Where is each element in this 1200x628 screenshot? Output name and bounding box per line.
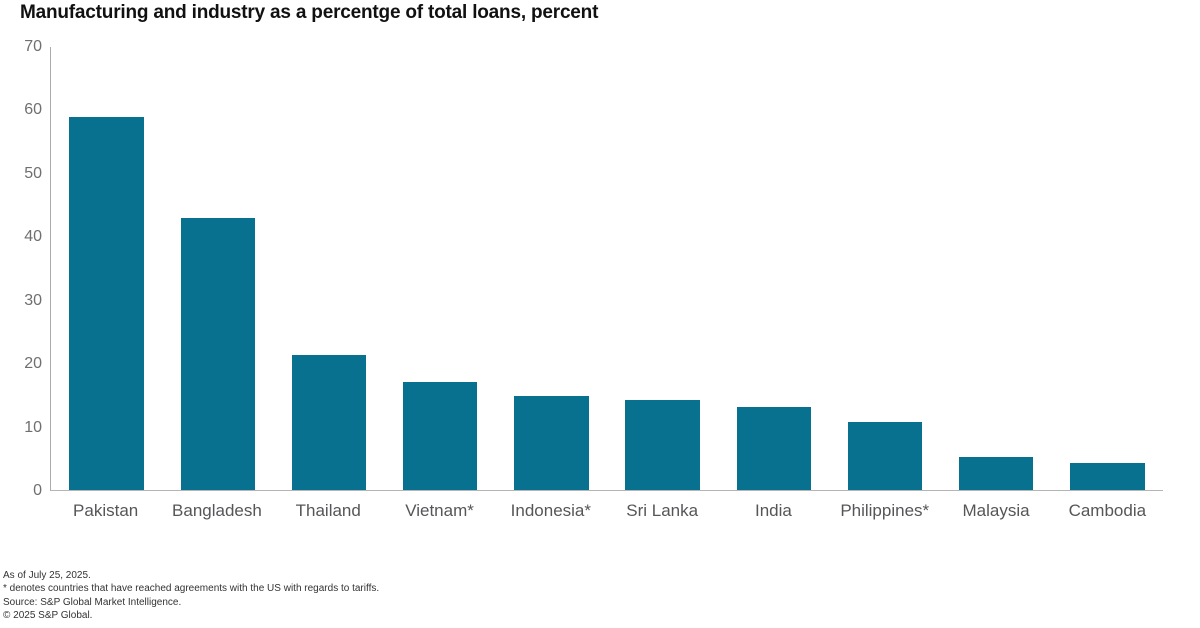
bar-pakistan <box>69 116 144 490</box>
bar-slot <box>607 47 718 490</box>
y-tick-label: 50 <box>24 164 42 182</box>
x-axis-label: Cambodia <box>1068 501 1147 520</box>
bar-slot <box>51 47 162 490</box>
footnote-source: Source: S&P Global Market Intelligence. <box>3 596 182 608</box>
bar-slot <box>496 47 607 490</box>
bar-vietnam <box>402 382 478 490</box>
x-axis-label: Bangladesh <box>172 501 262 520</box>
bar-bangladesh <box>180 217 256 490</box>
y-tick-label: 40 <box>24 228 42 246</box>
y-tick-label: 20 <box>24 355 42 373</box>
bar-slot <box>162 47 273 490</box>
bar-philippines <box>847 421 923 490</box>
y-tick-label: 30 <box>24 291 42 309</box>
bar-chart-plot-area <box>50 47 1163 491</box>
bar-slot <box>718 47 829 490</box>
bar-thailand <box>291 355 367 490</box>
footnotes: As of July 25, 2025. * denotes countries… <box>3 569 379 623</box>
bar-india <box>736 407 812 490</box>
bar-slot <box>273 47 384 490</box>
x-axis-label: Thailand <box>295 501 361 520</box>
chart-title: Manufacturing and industry as a percentg… <box>20 2 599 23</box>
bar-malaysia <box>958 457 1034 490</box>
footnote-as-of: As of July 25, 2025. <box>3 570 91 581</box>
bar-cambodia <box>1070 463 1145 490</box>
x-axis-label: Indonesia* <box>510 501 591 520</box>
x-axis-label: Philippines* <box>840 501 930 520</box>
y-tick-label: 10 <box>24 418 42 436</box>
bar-srilanka <box>625 399 700 490</box>
footnote-asterisk-note: * denotes countries that have reached ag… <box>3 583 380 595</box>
bar-indonesia <box>514 396 589 490</box>
bar-slot <box>1052 47 1163 490</box>
x-axis-label: India <box>755 501 792 520</box>
x-axis-label: Malaysia <box>962 501 1030 520</box>
bar-slot <box>829 47 940 490</box>
x-axis-label: Pakistan <box>73 501 139 520</box>
y-tick-label: 60 <box>24 101 42 119</box>
y-tick-label: 0 <box>33 482 42 499</box>
footnote-copyright: © 2025 S&P Global. <box>3 610 93 622</box>
bar-slot <box>385 47 496 490</box>
bar-slot <box>941 47 1052 490</box>
x-axis-label: Vietnam* <box>405 501 474 520</box>
x-axis-category-labels: Pakistan Bangladesh Thailand Vietnam* Indone… <box>50 501 1163 525</box>
x-axis-label: Sri Lanka <box>626 501 699 520</box>
y-tick-label: 70 <box>24 38 42 55</box>
